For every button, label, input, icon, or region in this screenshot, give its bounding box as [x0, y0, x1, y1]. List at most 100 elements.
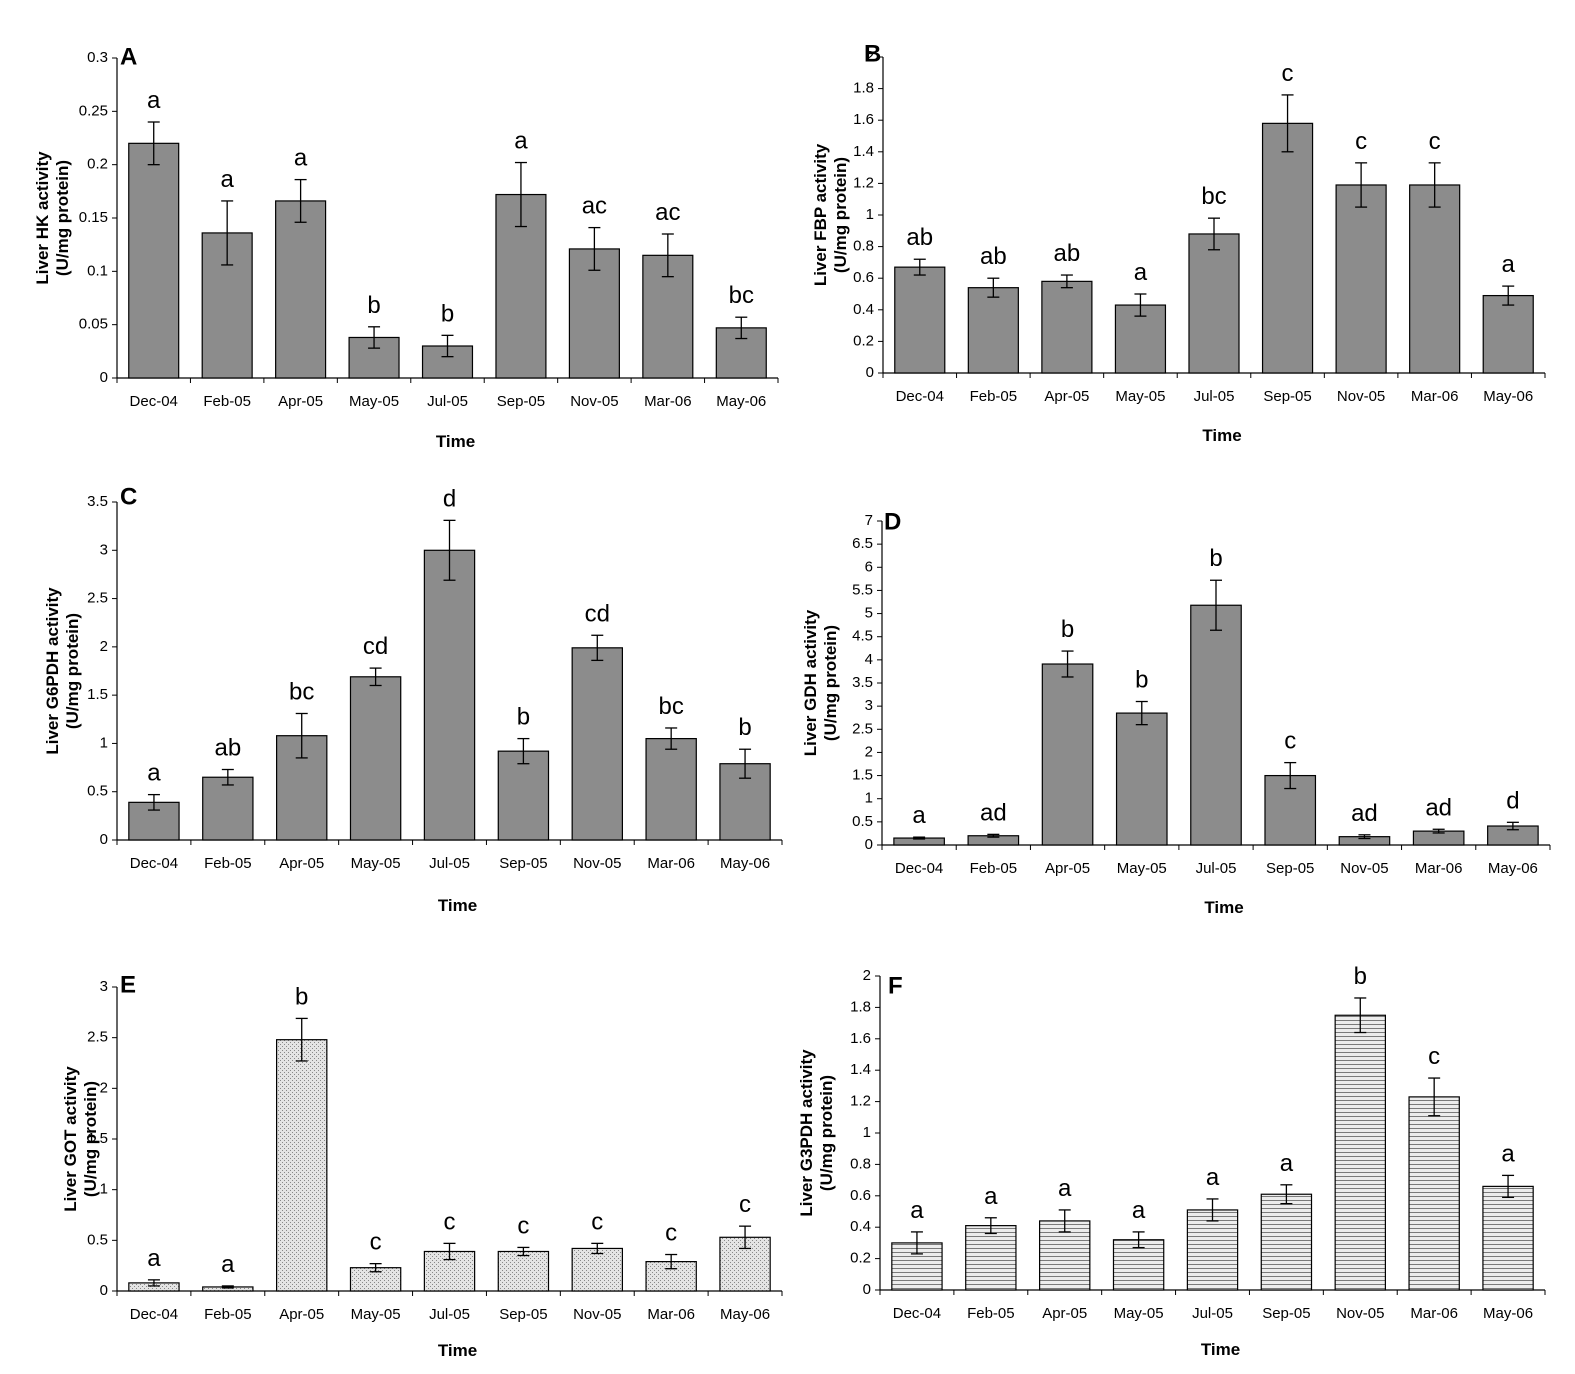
- y-tick-label: 0: [866, 364, 874, 381]
- panel-e: E 0 0.5 1 1.5 2 2.5 3 a Dec-04 a Feb-05 b Apr-05 c May-…: [61, 971, 783, 1360]
- x-tick-label: Nov-05: [1336, 1305, 1384, 1322]
- significance-label: a: [147, 760, 161, 787]
- x-tick-label: Nov-05: [570, 393, 618, 410]
- significance-label: b: [1354, 963, 1367, 990]
- bar: [202, 776, 254, 841]
- x-tick-label: Sep-05: [1266, 860, 1314, 877]
- x-tick-label: Sep-05: [499, 855, 547, 872]
- bar: [276, 1039, 328, 1292]
- significance-label: a: [221, 1251, 235, 1278]
- y-tick-label: 2: [865, 743, 873, 760]
- bar: [1190, 604, 1242, 846]
- bar: [1186, 1209, 1239, 1291]
- bar: [1041, 280, 1093, 374]
- y-tick-label: 0.5: [87, 1231, 108, 1248]
- x-tick-label: May-06: [1483, 388, 1533, 405]
- x-tick-label: Mar-06: [1415, 860, 1463, 877]
- y-tick-label: 1.4: [850, 1061, 871, 1078]
- significance-label: a: [147, 1245, 161, 1272]
- x-tick-label: May-06: [720, 855, 770, 872]
- x-tick-label: Nov-05: [573, 1306, 621, 1323]
- y-tick-label: 0.6: [853, 269, 874, 286]
- significance-label: a: [1501, 1140, 1515, 1167]
- bar: [349, 676, 402, 841]
- x-tick-label: Dec-04: [130, 855, 178, 872]
- y-tick-label: 0.05: [79, 316, 108, 333]
- significance-label: a: [910, 1197, 924, 1224]
- significance-label: a: [514, 128, 528, 155]
- significance-label: b: [517, 704, 530, 731]
- x-tick-label: Feb-05: [204, 855, 252, 872]
- significance-label: a: [147, 87, 161, 114]
- x-tick-label: Apr-05: [1045, 860, 1090, 877]
- y-tick-label: 1.8: [853, 80, 874, 97]
- x-tick-label: Feb-05: [967, 1305, 1015, 1322]
- significance-label: b: [1209, 545, 1222, 572]
- y-tick-label: 0: [100, 369, 108, 386]
- x-tick-label: Jul-05: [429, 1306, 470, 1323]
- x-tick-label: Apr-05: [279, 855, 324, 872]
- y-axis-title-line: (U/mg protein): [81, 1081, 100, 1197]
- y-axis-title-line: Liver GDH activity: [801, 609, 820, 756]
- y-axis-title: Liver GDH activity(U/mg protein): [801, 609, 840, 756]
- bar: [1482, 1185, 1534, 1291]
- significance-label: c: [1428, 1043, 1440, 1070]
- significance-label: cd: [363, 633, 388, 660]
- x-tick-label: Nov-05: [573, 855, 621, 872]
- bar: [1335, 184, 1387, 374]
- y-axis-title-line: Liver G6PDH activity: [43, 587, 62, 755]
- y-axis-title: Liver GOT activity(U/mg protein): [61, 1066, 100, 1212]
- significance-label: a: [984, 1183, 998, 1210]
- x-tick-label: May-06: [1483, 1305, 1533, 1322]
- bar: [1115, 712, 1168, 846]
- panel-letter: D: [884, 508, 901, 535]
- y-tick-label: 1.4: [853, 143, 874, 160]
- y-tick-label: 2: [866, 48, 874, 65]
- x-tick-label: May-05: [1114, 1305, 1164, 1322]
- x-tick-label: Dec-04: [130, 1306, 178, 1323]
- significance-label: c: [739, 1191, 751, 1218]
- significance-label: d: [443, 485, 456, 512]
- x-tick-label: Sep-05: [1262, 1305, 1310, 1322]
- x-tick-label: May-05: [351, 855, 401, 872]
- bar: [1188, 233, 1240, 374]
- y-tick-label: 0: [100, 1282, 108, 1299]
- bar: [1334, 1014, 1386, 1291]
- bar: [894, 266, 946, 374]
- y-tick-label: 1.5: [87, 686, 108, 703]
- bar: [275, 200, 327, 379]
- x-tick-label: Mar-06: [1411, 388, 1459, 405]
- y-tick-label: 3: [865, 697, 873, 714]
- x-tick-label: May-05: [349, 393, 399, 410]
- y-tick-label: 5: [865, 605, 873, 622]
- significance-label: ab: [980, 243, 1007, 270]
- x-tick-label: Feb-05: [970, 860, 1018, 877]
- y-axis-title-line: (U/mg protein): [63, 613, 82, 729]
- x-tick-label: Mar-06: [647, 855, 695, 872]
- x-tick-label: Sep-05: [1263, 388, 1311, 405]
- x-tick-label: Feb-05: [203, 393, 251, 410]
- y-tick-label: 1: [865, 790, 873, 807]
- significance-label: a: [912, 802, 926, 829]
- significance-label: ac: [582, 193, 607, 220]
- y-tick-label: 1.5: [852, 767, 873, 784]
- x-tick-label: Jul-05: [427, 393, 468, 410]
- panel-c: C 0 0.5 1 1.5 2 2.5 3 3.5 a Dec-04 ab Feb-05 bc Apr-05…: [43, 483, 783, 915]
- x-tick-label: Feb-05: [970, 388, 1018, 405]
- bar: [1408, 1096, 1460, 1291]
- bar: [1041, 663, 1094, 846]
- x-tick-label: Mar-06: [647, 1306, 695, 1323]
- x-tick-label: Jul-05: [1194, 388, 1235, 405]
- bar: [1261, 122, 1314, 374]
- y-tick-label: 1: [866, 206, 874, 223]
- bar: [1264, 774, 1317, 846]
- y-tick-label: 0.8: [850, 1155, 871, 1172]
- y-axis-title: Liver G3PDH activity(U/mg protein): [797, 1049, 836, 1217]
- y-tick-label: 3.5: [852, 674, 873, 691]
- bar: [128, 142, 180, 379]
- significance-label: bc: [658, 693, 683, 720]
- y-axis-title-line: (U/mg protein): [817, 1075, 836, 1191]
- x-tick-label: Apr-05: [1042, 1305, 1087, 1322]
- y-tick-label: 1: [863, 1124, 871, 1141]
